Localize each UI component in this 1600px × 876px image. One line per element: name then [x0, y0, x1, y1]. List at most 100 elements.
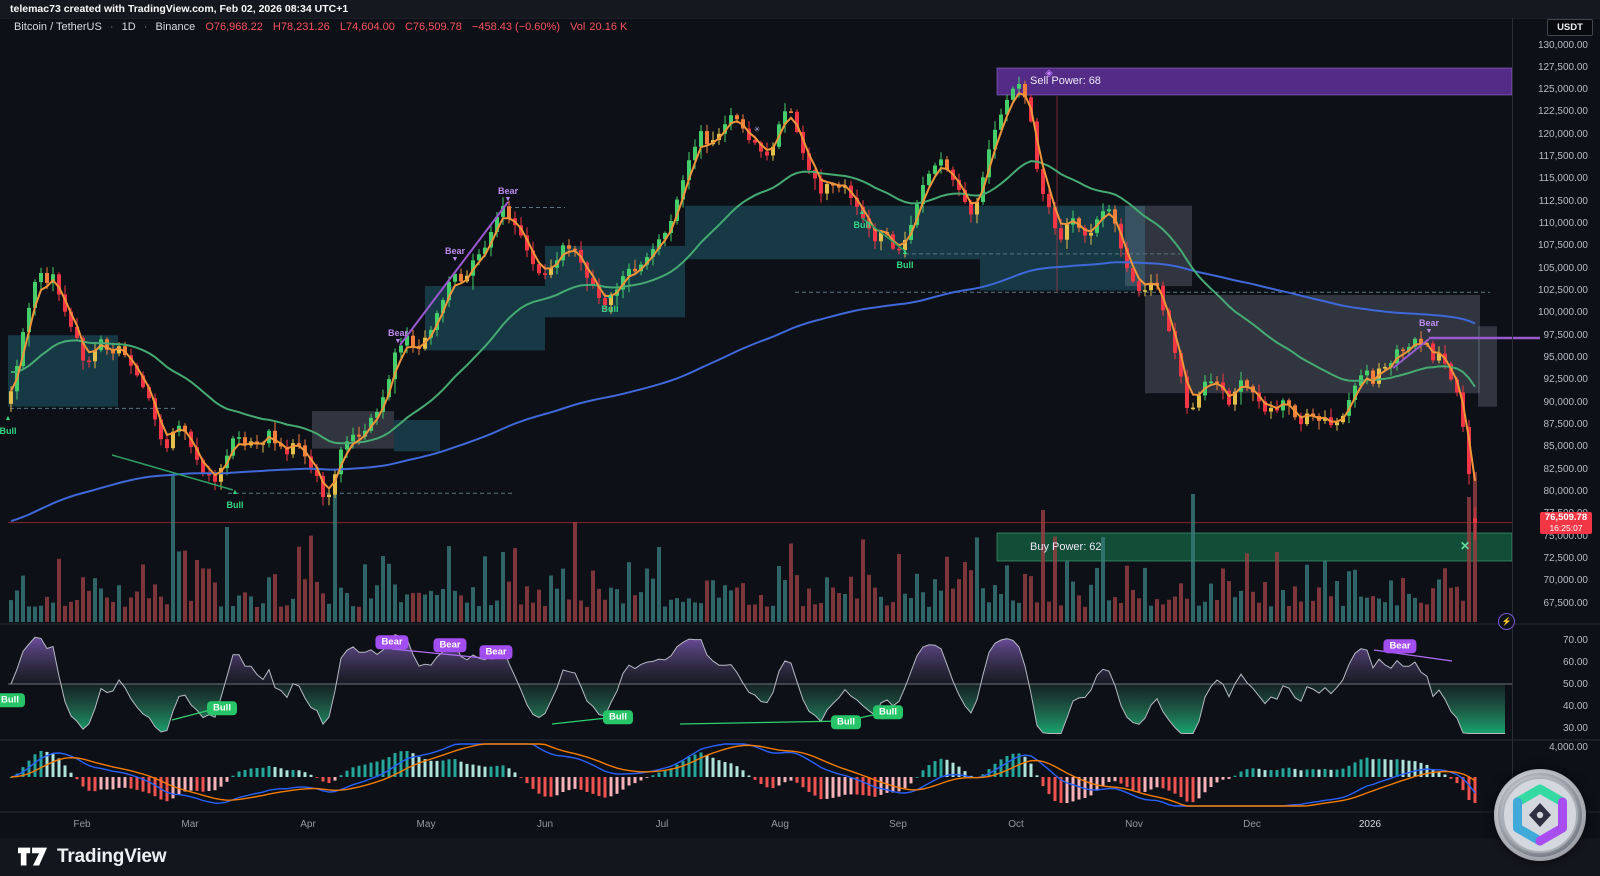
price-tick: 92,500.00: [1543, 374, 1589, 386]
bull-marker-icon: ▲: [901, 249, 909, 256]
time-axis-label: Oct: [1008, 819, 1024, 830]
bear-marker-label: Bear: [387, 328, 409, 338]
bull-marker-label: Bull: [601, 304, 619, 314]
price-tick: 127,500.00: [1537, 61, 1588, 73]
bear-marker-label: Bear: [497, 186, 519, 196]
tradingview-logo-text: TradingView: [57, 846, 167, 867]
bull-marker-icon: ▲: [606, 293, 614, 300]
exchange-label: Binance: [155, 21, 196, 33]
price-tick: 115,000.00: [1538, 173, 1588, 185]
price-tick: 82,500.00: [1543, 463, 1589, 475]
attribution-bar: telemac73 created with TradingView.com, …: [0, 0, 1600, 18]
currency-label: USDT: [1547, 19, 1593, 36]
bull-marker-icon: ▲: [858, 209, 866, 216]
high-value: H78,231.26: [272, 21, 330, 33]
bear-marker-icon: ▼: [504, 196, 512, 203]
price-tick: 95,000.00: [1543, 352, 1589, 363]
price-tick: 112,500.00: [1538, 195, 1588, 207]
oscillator-tick: 50.00: [1562, 678, 1588, 690]
price-tick: 80,000.00: [1543, 485, 1589, 497]
bull-marker-label: Bull: [896, 260, 914, 270]
attribution-text: telemac73 created with TradingView.com, …: [10, 3, 349, 15]
oscillator-pane: [8, 633, 1512, 734]
time-axis-label: Apr: [300, 819, 316, 830]
price-tick: 120,000.00: [1537, 128, 1588, 140]
bull-marker-label: Bull: [853, 220, 871, 230]
price-tick: 107,500.00: [1537, 240, 1588, 252]
oscillator-tick: 70.00: [1562, 634, 1588, 646]
bull-badge[interactable]: Bull: [603, 710, 633, 724]
trend-lines[interactable]: [111, 201, 1540, 491]
time-axis-label: Feb: [73, 819, 91, 830]
pane-separators: [0, 17, 1600, 813]
time-axis-label: Sep: [889, 819, 907, 830]
indicator-clouds: [8, 205, 1497, 452]
price-tick: 87,500.00: [1543, 418, 1589, 430]
bear-badge[interactable]: Bear: [479, 645, 513, 659]
time-axis-label: Jul: [655, 819, 669, 830]
price-tick: 90,000.00: [1543, 396, 1589, 408]
price-tick: 125,000.00: [1537, 84, 1588, 96]
price-tick: 105,000.00: [1537, 262, 1588, 274]
coin-logo: [1494, 769, 1586, 861]
bull-badge[interactable]: Bull: [207, 701, 237, 715]
close-icon[interactable]: ✕: [1460, 539, 1471, 553]
bull-badge[interactable]: Bull: [0, 693, 25, 707]
bull-marker-label: Bull: [226, 500, 244, 510]
symbol-name: Bitcoin / TetherUS: [14, 21, 102, 33]
close-value: C76,509.78: [404, 21, 462, 33]
time-axis-label: Mar: [181, 819, 199, 830]
time-axis-label: Jun: [536, 819, 554, 830]
price-tick: 85,000.00: [1543, 441, 1589, 453]
bear-badge[interactable]: Bear: [375, 635, 409, 649]
tradingview-logo-icon: [18, 847, 48, 866]
bear-badge[interactable]: Bear: [433, 638, 467, 652]
bull-marker-icon: ▲: [231, 489, 239, 496]
bear-marker-icon: ▼: [394, 338, 402, 345]
buy-power-band[interactable]: [996, 532, 1513, 562]
time-axis-label: Dec: [1243, 819, 1261, 830]
volume-value: 20.16 K: [589, 21, 628, 33]
last-price-badge: 76,509.78 16:25:07: [1540, 512, 1592, 534]
mid-ma-line: [10, 160, 1476, 445]
low-value: L74,604.00: [339, 21, 395, 33]
boost-icon[interactable]: ⚡: [1498, 613, 1515, 630]
bar-countdown: 16:25:07: [1549, 523, 1583, 533]
open-value: O76,968.22: [205, 21, 263, 33]
price-tick: 100,000.00: [1537, 307, 1588, 319]
last-price-value: 76,509.78: [1544, 512, 1588, 523]
support-resistance-levels: [10, 207, 1490, 494]
volume-label: Vol: [570, 21, 586, 33]
volume-bars: [9, 472, 1477, 622]
oscillator-tick: 60.00: [1562, 656, 1588, 668]
fast-ma-line: [10, 91, 1476, 490]
buy-power-band-label[interactable]: Buy Power: 62: [1030, 541, 1102, 553]
signal-mark-icon: ✳: [753, 125, 761, 134]
slow-ma-line: [10, 261, 1476, 523]
oscillator-tick: 30.00: [1562, 722, 1588, 734]
bull-badge[interactable]: Bull: [873, 705, 903, 719]
price-tick: 110,000.00: [1538, 218, 1588, 230]
change-value: −458.43 (−0.60%): [471, 21, 560, 33]
price-tick: 72,500.00: [1543, 552, 1589, 564]
bear-marker-icon: ▼: [451, 256, 459, 263]
bear-badge[interactable]: Bear: [1383, 639, 1417, 653]
sell-power-band-label[interactable]: Sell Power: 68: [1030, 75, 1101, 87]
macd-pane: [9, 743, 1477, 807]
signal-mark-icon: ◈: [1045, 68, 1053, 79]
price-tick: 130,000.00: [1537, 39, 1588, 51]
bull-badge[interactable]: Bull: [831, 715, 861, 729]
price-tick: 70,000.00: [1543, 575, 1589, 587]
time-axis-label: Aug: [771, 819, 789, 830]
tradingview-logo[interactable]: TradingView: [0, 838, 1600, 868]
time-axis-label: May: [416, 819, 436, 830]
interval-label: 1D: [121, 21, 136, 33]
footer-bar: TradingView: [0, 838, 1600, 876]
price-tick: 75,000.00: [1543, 530, 1589, 542]
macd-scale-tick: 4,000.00: [1549, 742, 1588, 753]
price-tick: 97,500.00: [1543, 329, 1589, 341]
bear-marker-label: Bear: [1418, 318, 1440, 328]
time-axis-label: 2026: [1358, 819, 1382, 830]
price-tick: 67,500.00: [1543, 597, 1589, 609]
